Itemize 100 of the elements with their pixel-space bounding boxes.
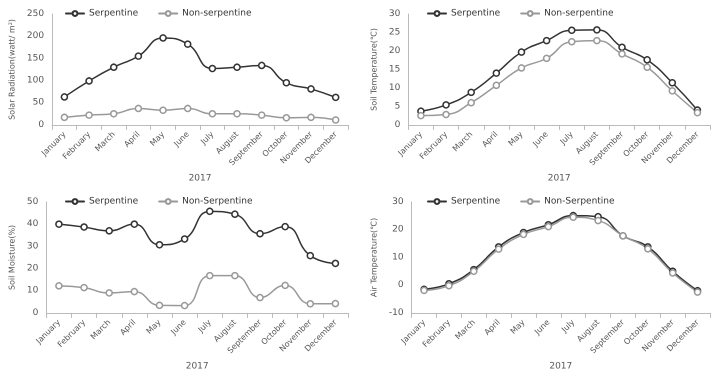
legend-label: Non-Serpentine <box>182 196 254 206</box>
point <box>184 104 192 112</box>
point <box>180 235 188 243</box>
y-tick-label: 200 <box>26 31 44 42</box>
y-tick-label: 40 <box>26 219 39 230</box>
point <box>206 272 214 280</box>
point <box>156 241 164 249</box>
y-axis-title: Soil Temperature(℃) <box>370 28 378 111</box>
point <box>281 222 289 230</box>
point <box>593 36 601 44</box>
point <box>184 40 192 48</box>
point <box>518 64 526 72</box>
y-tick-label: 50 <box>32 98 44 108</box>
y-tick-label: 30 <box>388 9 401 19</box>
point <box>159 106 167 114</box>
point <box>643 63 651 71</box>
legend-label: Non-serpentine <box>544 8 614 18</box>
point <box>282 114 290 122</box>
y-tick-label: 250 <box>26 9 44 19</box>
point <box>256 230 264 238</box>
point <box>206 208 214 216</box>
y-tick-label: 50 <box>26 197 39 207</box>
point <box>55 282 63 290</box>
point <box>208 110 216 118</box>
point <box>594 216 602 224</box>
legend-label: Serpentine <box>89 8 139 18</box>
point <box>256 294 264 302</box>
point <box>492 69 500 77</box>
point <box>307 85 315 93</box>
point <box>332 260 340 268</box>
point <box>467 88 475 96</box>
point <box>80 223 88 231</box>
point <box>282 79 290 86</box>
legend-label: Non-Serpentine <box>544 196 616 206</box>
y-tick-label: 0 <box>38 120 44 130</box>
point <box>110 63 118 71</box>
point <box>306 252 314 260</box>
point <box>60 93 68 101</box>
legend-label: Serpentine <box>451 196 501 206</box>
y-tick-label: 0 <box>32 308 39 318</box>
point <box>618 50 626 58</box>
point <box>159 34 167 42</box>
point <box>593 26 601 34</box>
point <box>568 26 576 34</box>
y-tick-label: -10 <box>388 308 404 318</box>
point <box>85 111 93 119</box>
y-tick-label: 20 <box>392 224 404 235</box>
point <box>417 112 425 120</box>
y-tick-label: 20 <box>388 46 401 56</box>
point <box>130 288 138 296</box>
point <box>233 63 241 71</box>
point <box>668 79 676 86</box>
point <box>231 272 239 280</box>
point <box>55 220 63 228</box>
point <box>694 108 702 116</box>
y-tick-label: 0 <box>398 280 404 290</box>
x-axis-title: 2017 <box>549 362 572 372</box>
point <box>258 111 266 119</box>
point <box>518 48 526 56</box>
point <box>568 38 576 46</box>
point <box>668 87 676 95</box>
point <box>180 302 188 310</box>
point <box>332 116 340 124</box>
point <box>332 94 340 102</box>
x-axis-title: 2017 <box>188 174 212 184</box>
point <box>542 54 550 62</box>
point <box>542 36 550 44</box>
point <box>105 289 113 297</box>
point <box>281 282 289 290</box>
point <box>233 110 241 118</box>
point <box>134 104 142 112</box>
point <box>134 52 142 60</box>
x-axis-title: 2017 <box>186 362 209 372</box>
y-tick-label: 25 <box>388 27 400 38</box>
y-tick-label: 30 <box>26 241 39 252</box>
point <box>307 114 315 122</box>
legend-label: Non-serpentine <box>182 8 252 18</box>
point <box>110 110 118 118</box>
point <box>130 220 138 228</box>
point <box>156 302 164 310</box>
y-tick-label: 100 <box>26 76 44 86</box>
point <box>492 82 500 90</box>
point <box>208 64 216 72</box>
point <box>85 77 93 85</box>
y-tick-label: 20 <box>26 264 39 274</box>
point <box>618 44 626 52</box>
legend-label: Serpentine <box>89 196 139 206</box>
y-tick-label: 5 <box>394 101 400 112</box>
point <box>80 284 88 292</box>
x-axis-title: 2017 <box>548 174 571 184</box>
y-tick-label: 10 <box>392 252 404 262</box>
point <box>258 62 266 70</box>
y-axis-title: Solar Radiation(watt/ m²) <box>8 18 16 120</box>
y-tick-label: 15 <box>388 64 400 74</box>
y-axis-title: Air Temperature(℃) <box>370 218 378 298</box>
legend-label: Serpentine <box>451 8 501 18</box>
point <box>332 300 340 308</box>
point <box>231 210 239 218</box>
y-axis-title: Soil Moisture(%) <box>8 224 16 290</box>
point <box>105 227 113 235</box>
